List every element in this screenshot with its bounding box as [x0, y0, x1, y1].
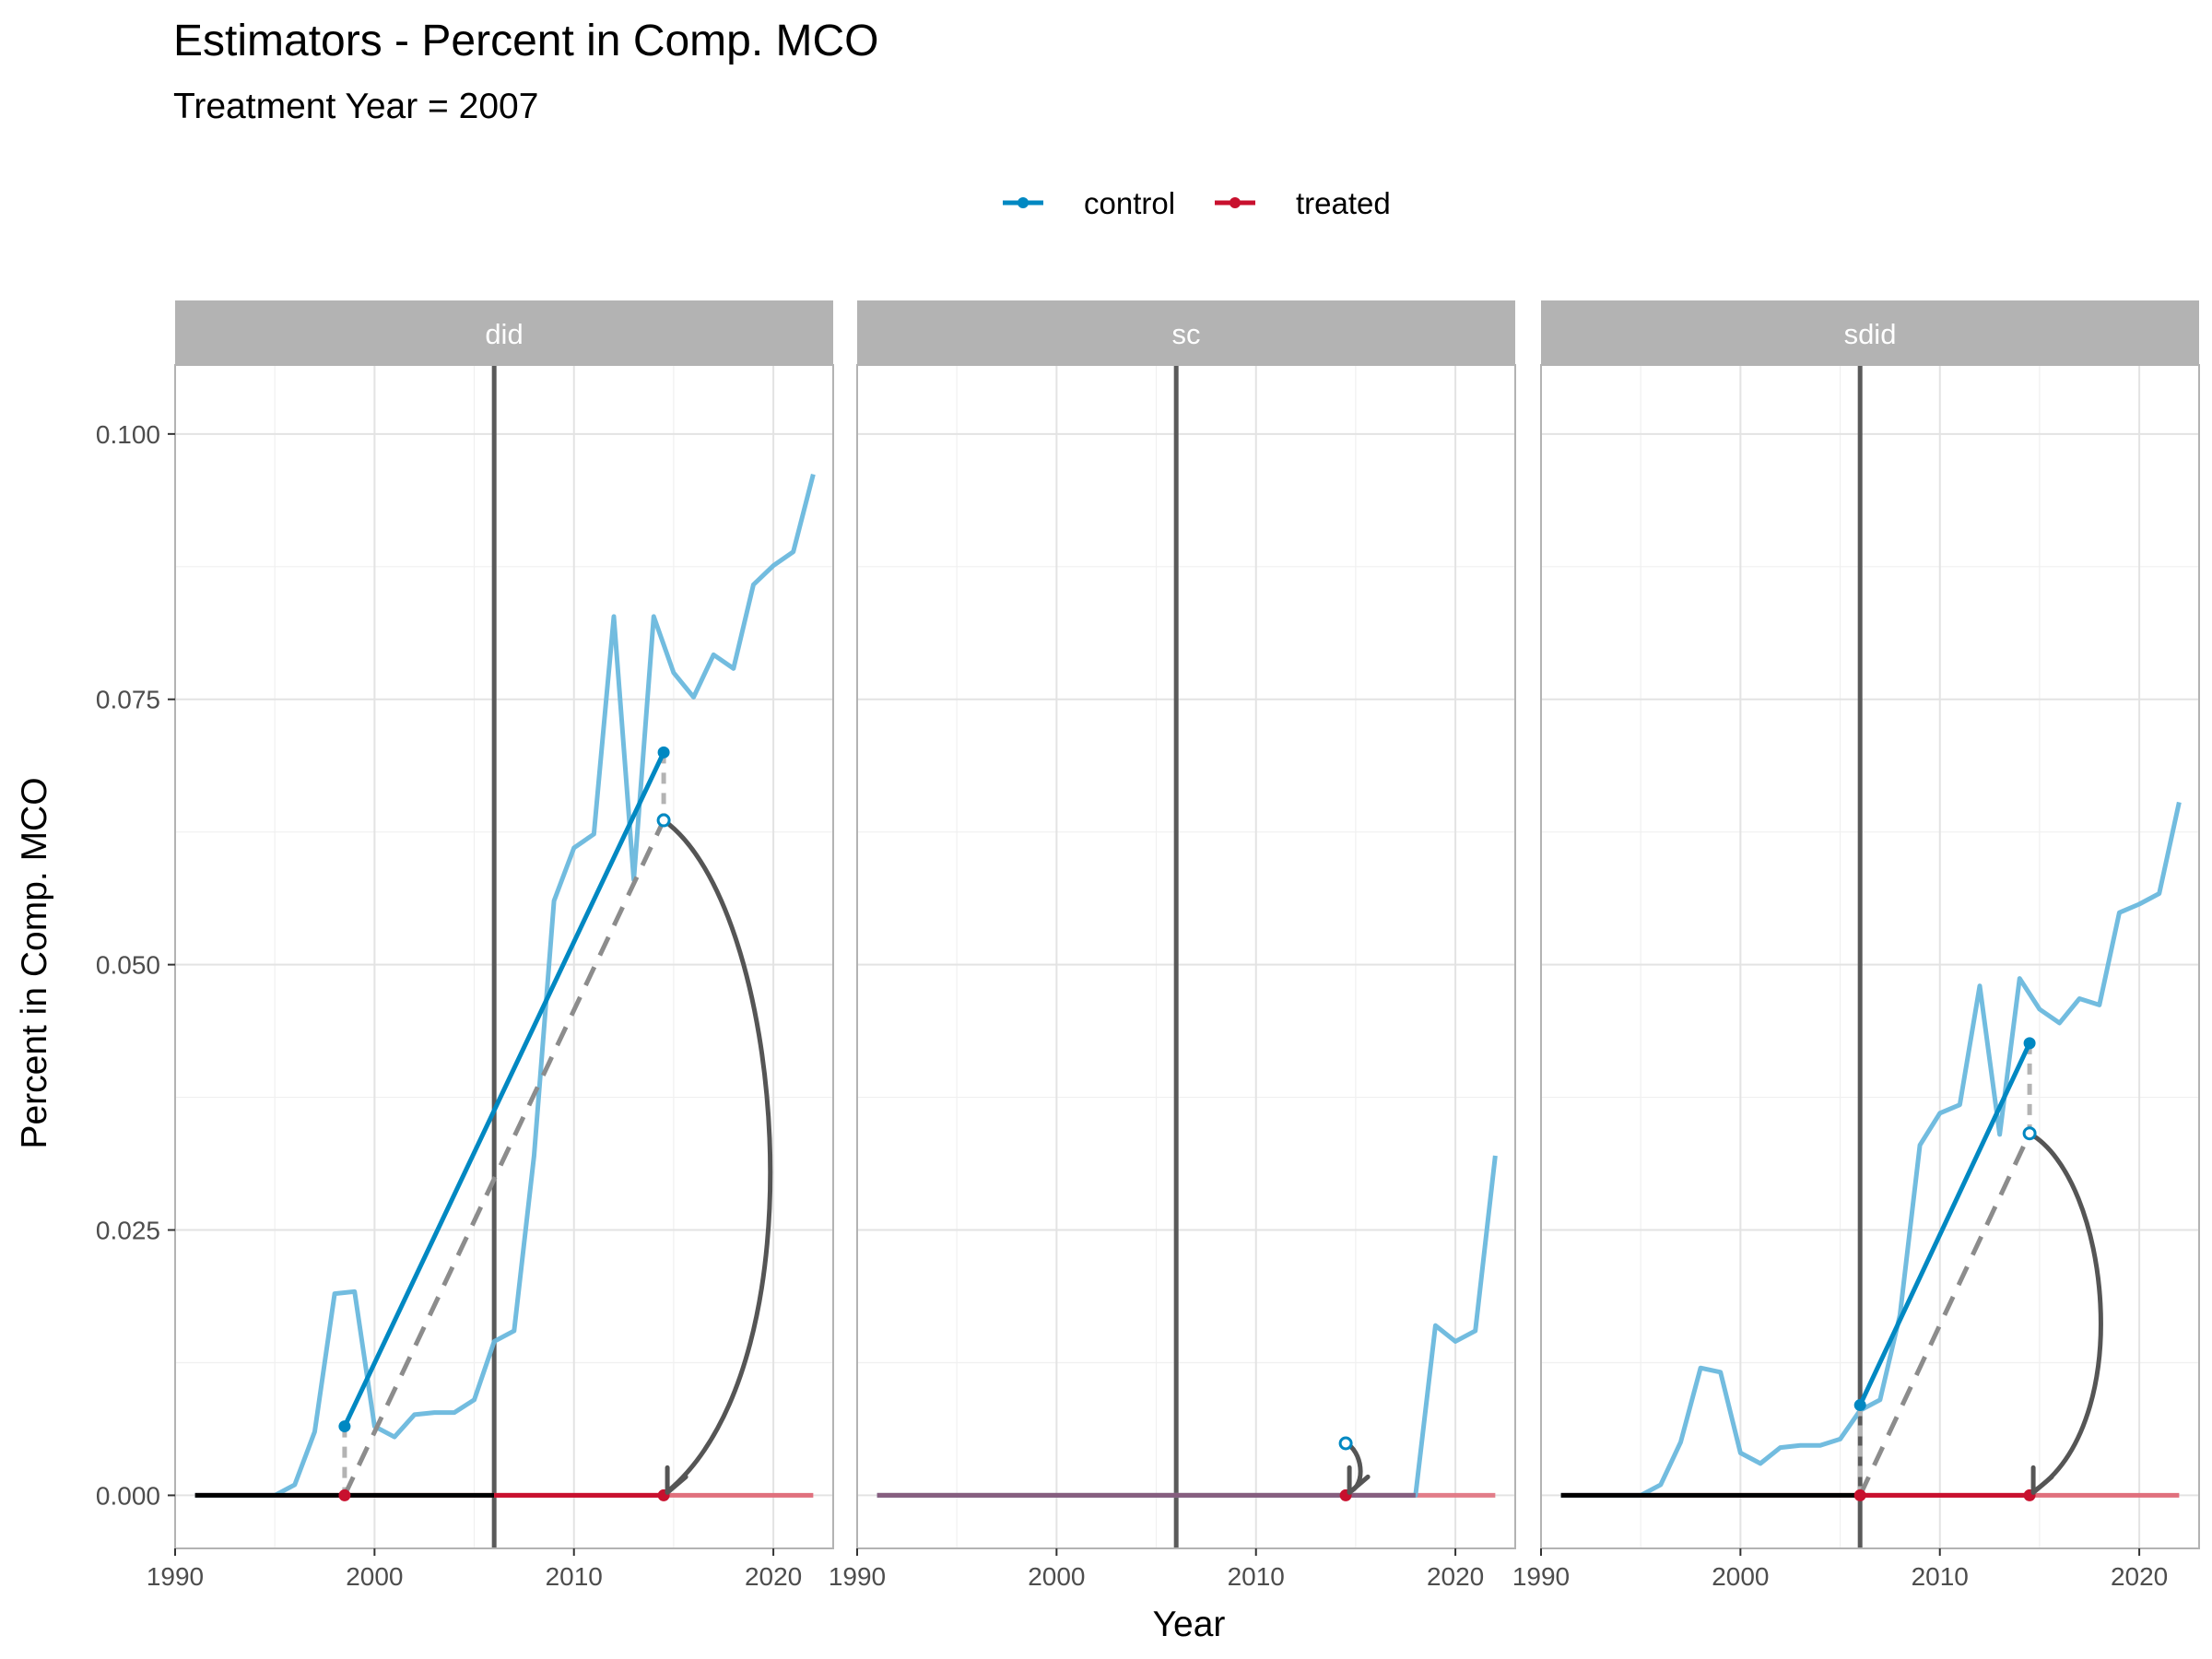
panel-sc: sc 1990 2000 2010 2020 [829, 300, 1516, 1591]
treated-fit-point [338, 1488, 351, 1501]
x-tick-label: 1990 [829, 1562, 886, 1591]
effect-arrow [661, 818, 773, 1494]
effect-arrow-head [1347, 1465, 1371, 1495]
plot-area [877, 365, 1498, 1548]
control-fit-line [1857, 1041, 2032, 1406]
legend-label-control: control [1084, 186, 1175, 220]
x-tick-label: 1990 [1512, 1562, 1570, 1591]
y-tick-label: 0.050 [96, 951, 160, 980]
y-axis-label: Percent in Comp. MCO [15, 777, 54, 1148]
facet-strip [175, 300, 833, 365]
legend-label-treated: treated [1296, 186, 1391, 220]
x-tick-label: 2010 [1912, 1562, 1969, 1591]
effect-arrow-head [2030, 1465, 2054, 1495]
x-tick-label: 2000 [1712, 1562, 1769, 1591]
control-series-line [1560, 801, 2182, 1498]
plot-area [1560, 365, 2182, 1548]
legend-item-treated: treated [1215, 186, 1391, 220]
control-fit-point [2023, 1037, 2036, 1050]
counterfactual-point [2022, 1126, 2037, 1141]
counterfactual-point [1338, 1436, 1353, 1451]
x-tick-label: 2000 [346, 1562, 403, 1591]
counterfactual-line [1857, 1132, 2032, 1497]
facet-label-did: did [485, 318, 523, 350]
panel-sdid: sdid 1990 2000 2010 2020 [1512, 300, 2200, 1591]
x-tick-label: 2000 [1028, 1562, 1085, 1591]
counterfactual-point [656, 813, 671, 828]
facet-strip [1541, 300, 2199, 365]
legend-item-control: control [1003, 186, 1175, 220]
panels: did 1990 2000 2010 2020 0.000 0.025 0.050 0.075 0… [96, 300, 2200, 1591]
control-fit-point [338, 1420, 351, 1433]
legend: control treated [1003, 186, 1391, 220]
panel-background [175, 365, 833, 1548]
panel-did: did 1990 2000 2010 2020 0.000 0.025 0.050 0.075 0… [96, 300, 834, 1591]
x-tick-label: 2020 [1427, 1562, 1484, 1591]
y-tick-label: 0.025 [96, 1217, 160, 1245]
x-tick-label: 1990 [147, 1562, 204, 1591]
panel-background [1541, 365, 2199, 1548]
y-tick-label: 0.100 [96, 420, 160, 449]
control-fit-point [1853, 1399, 1866, 1412]
chart-title: Estimators - Percent in Comp. MCO [173, 17, 879, 65]
plot-area [194, 365, 816, 1548]
counterfactual-line [342, 818, 666, 1497]
panel-background [857, 365, 1515, 1548]
legend-key-point [1230, 197, 1241, 208]
x-tick-label: 2010 [1228, 1562, 1285, 1591]
effect-arrow [2027, 1131, 2103, 1494]
facet-label-sdid: sdid [1844, 318, 1897, 350]
control-series-line [194, 473, 816, 1498]
facet-label-sc: sc [1172, 318, 1201, 350]
y-tick-label: 0.000 [96, 1481, 160, 1510]
y-tick-label: 0.075 [96, 686, 160, 714]
x-tick-label: 2010 [546, 1562, 603, 1591]
facet-strip [857, 300, 1515, 365]
x-tick-label: 2020 [2111, 1562, 2168, 1591]
treated-fit-point [1853, 1488, 1866, 1501]
control-fit-line [342, 751, 666, 1428]
control-fit-point [657, 746, 670, 759]
x-tick-label: 2020 [745, 1562, 802, 1591]
effect-arrow-head [665, 1465, 688, 1495]
legend-key-point [1018, 197, 1029, 208]
x-axis-label: Year [1153, 1605, 1226, 1644]
chart-subtitle: Treatment Year = 2007 [173, 87, 538, 126]
